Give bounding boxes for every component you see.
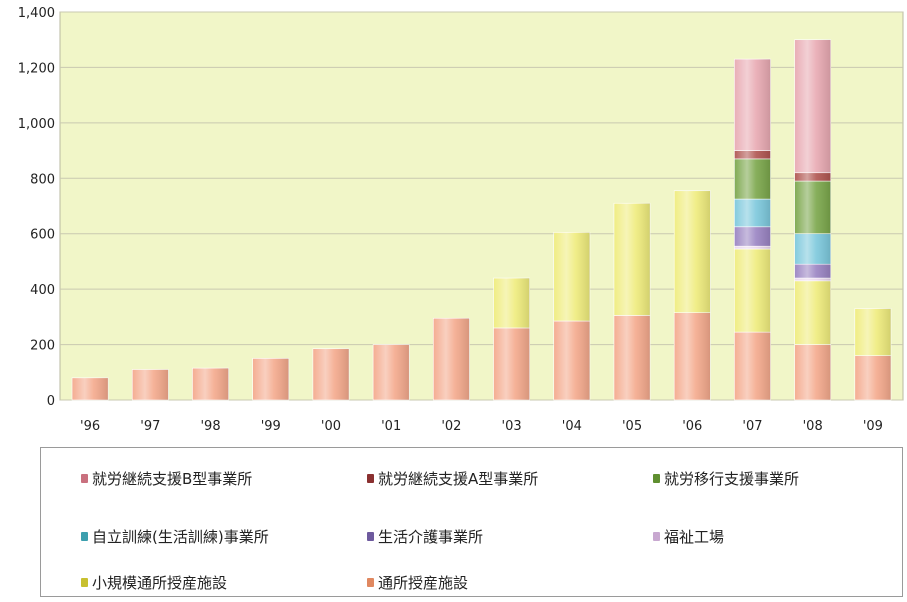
bar-segment-shine (794, 264, 831, 279)
bar-segment-shine (794, 344, 831, 400)
legend-label: 就労継続支援B型事業所 (92, 470, 253, 488)
legend-item-transition: 就労移行支援事業所 (653, 468, 799, 489)
legend-item-independence-training: 自立訓練(生活訓練)事業所 (81, 526, 269, 547)
legend-swatch (81, 532, 88, 541)
y-tick-label: 0 (47, 394, 55, 409)
legend-swatch (653, 532, 660, 541)
legend-item-workshop: 通所授産施設 (367, 572, 468, 593)
bar-segment-shine (674, 312, 711, 400)
legend-label: 通所授産施設 (378, 574, 469, 592)
bars (71, 39, 892, 401)
legend-swatch (81, 474, 88, 483)
x-tick-label: '08 (803, 419, 823, 434)
bar-segment-shine (674, 190, 711, 313)
y-tick-label: 200 (30, 339, 55, 354)
x-tick-label: '03 (502, 419, 522, 434)
bar-segment-shine (854, 355, 891, 400)
bar-segment-shine (252, 358, 289, 400)
bar-segment-shine (132, 369, 169, 400)
legend-item-a-type: 就労継続支援A型事業所 (367, 468, 538, 489)
x-tick-label: '96 (80, 419, 100, 434)
legend-swatch (653, 474, 660, 483)
bar-segment-shine (553, 321, 590, 400)
legend-label: 自立訓練(生活訓練)事業所 (92, 528, 269, 546)
legend-item-b-type: 就労継続支援B型事業所 (81, 468, 252, 489)
x-tick-label: '01 (381, 419, 401, 434)
bar-segment-shine (72, 377, 109, 400)
bar-segment-shine (613, 203, 651, 316)
legend-swatch (367, 532, 374, 541)
gridlines (60, 11, 903, 401)
x-tick-label: '05 (622, 419, 642, 434)
legend-label: 小規模通所授産施設 (92, 574, 228, 592)
legend-label: 就労移行支援事業所 (664, 470, 800, 488)
bar-segment-shine (734, 59, 771, 151)
legend-swatch (367, 474, 374, 483)
legend-swatch (367, 578, 374, 587)
bar-segment-shine (734, 248, 771, 333)
legend-item-small-workshop: 小規模通所授産施設 (81, 572, 227, 593)
bar-segment-shine (493, 327, 530, 400)
x-tick-label: '04 (562, 419, 582, 434)
x-tick-label: '06 (682, 419, 702, 434)
x-tick-label: '98 (200, 419, 220, 434)
legend-label: 生活介護事業所 (378, 528, 484, 546)
bar-segment-shine (734, 332, 771, 400)
legend-label: 就労継続支援A型事業所 (378, 470, 539, 488)
bar-segment-shine (312, 348, 350, 400)
x-axis-ticks: '96 '97 '98 '99 '00 '01 '02 '03 '04 '05 '06 '07 '08 '… (80, 419, 883, 434)
legend-item-life-care: 生活介護事業所 (367, 526, 483, 547)
x-tick-label: '00 (321, 419, 341, 434)
bar-segment-shine (613, 315, 651, 400)
bar-segment-shine (734, 226, 771, 247)
bar-segment-shine (794, 278, 831, 281)
x-tick-label: '02 (441, 419, 461, 434)
legend-item-welfare-factory: 福祉工場 (653, 526, 724, 547)
x-tick-label: '09 (863, 419, 883, 434)
y-tick-label: 1,000 (18, 117, 55, 132)
legend: 就労継続支援B型事業所 就労継続支援A型事業所 就労移行支援事業所 自立訓練(生… (40, 447, 903, 597)
y-axis-ticks: 0 200 400 600 800 1,000 1,200 1,400 (18, 6, 55, 409)
bar-segment-shine (734, 150, 771, 159)
legend-label: 福祉工場 (664, 528, 725, 546)
bar-segment-shine (192, 368, 229, 400)
bar-segment-shine (493, 278, 530, 328)
y-tick-label: 400 (30, 283, 55, 298)
bar-segment-shine (854, 308, 891, 356)
bar-segment-shine (734, 158, 771, 200)
bar-segment-shine (794, 39, 831, 173)
y-tick-label: 800 (30, 172, 55, 187)
bar-segment-shine (433, 318, 470, 400)
bar-segment-shine (794, 280, 831, 345)
x-tick-label: '07 (742, 419, 762, 434)
y-tick-label: 1,200 (18, 61, 55, 76)
legend-swatch (81, 578, 88, 587)
bar-segment-shine (553, 232, 590, 322)
x-tick-label: '97 (140, 419, 160, 434)
x-tick-label: '99 (261, 419, 281, 434)
bar-segment-shine (794, 172, 831, 182)
y-tick-label: 600 (30, 228, 55, 243)
bar-segment-shine (734, 199, 771, 227)
bar-segment-shine (373, 344, 410, 400)
plot-area (59, 11, 904, 401)
bar-segment-shine (794, 181, 831, 234)
y-tick-label: 1,400 (18, 6, 55, 21)
bar-segment-shine (734, 246, 771, 249)
bar-segment-shine (794, 233, 831, 265)
